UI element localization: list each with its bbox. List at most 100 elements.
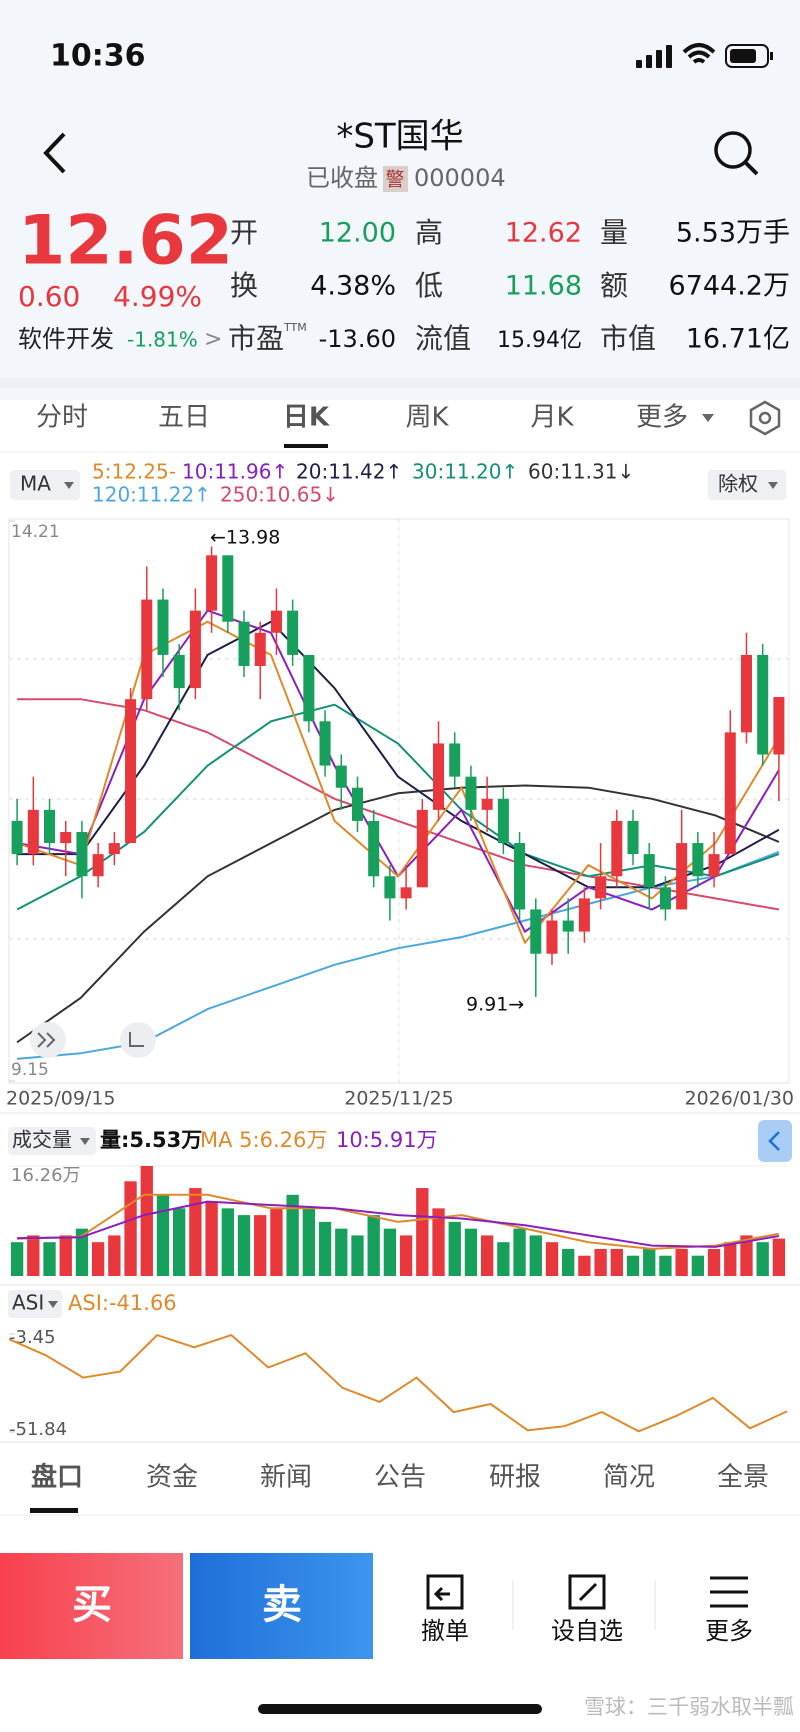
collapse-button[interactable] xyxy=(758,1120,792,1162)
volume-selector[interactable] xyxy=(8,1127,96,1155)
volume-bar xyxy=(237,1215,251,1276)
candle-body xyxy=(368,820,380,877)
watermark: 雪球：三千弱水取半瓢 xyxy=(584,1695,794,1719)
volume-bar xyxy=(351,1235,364,1276)
collapse-arrow xyxy=(768,1131,780,1151)
candle-body xyxy=(497,798,509,844)
candle-body xyxy=(351,787,363,821)
volume-bar xyxy=(43,1242,56,1276)
wifi-icon xyxy=(682,43,716,64)
candle-body xyxy=(740,654,752,733)
sector[interactable]: 软件开发 xyxy=(18,325,114,353)
volume-ma-line xyxy=(17,1200,780,1248)
field-label: 开 xyxy=(230,216,258,249)
period-tab[interactable]: 月K xyxy=(530,403,574,433)
field-value: 12.62 xyxy=(505,218,582,249)
nav-buttons[interactable] xyxy=(30,1022,156,1058)
volume-bar xyxy=(399,1235,413,1276)
candle-body xyxy=(659,887,671,910)
tool-label[interactable]: 撤单 xyxy=(421,1617,469,1645)
candle-body xyxy=(481,798,493,810)
volume-title[interactable]: 成交量 xyxy=(12,1128,72,1152)
ma-legend: 60:11.31↓ xyxy=(528,460,634,484)
volume-bar xyxy=(189,1188,202,1276)
info-tab[interactable]: 研报 xyxy=(489,1463,541,1493)
adjust-name[interactable]: 除权 xyxy=(718,472,758,496)
warning-badge: 警 xyxy=(385,169,404,191)
candle-body xyxy=(773,696,785,755)
volume-bar xyxy=(59,1235,72,1276)
tool-label[interactable]: 设自选 xyxy=(551,1617,623,1645)
volume-bar xyxy=(140,1166,153,1276)
candle-body xyxy=(627,820,639,855)
period-tab[interactable]: 五日 xyxy=(158,403,210,433)
volume-ma-line xyxy=(17,1193,780,1250)
field-value: 12.00 xyxy=(319,218,396,249)
volume-bar xyxy=(643,1248,656,1276)
indicator-name[interactable]: MA xyxy=(20,472,51,496)
dropdown-arrow xyxy=(48,1301,58,1308)
adjust-button[interactable] xyxy=(708,470,786,500)
info-tab[interactable]: 公告 xyxy=(374,1463,426,1493)
candle-body xyxy=(11,820,23,855)
volume-bar xyxy=(480,1235,494,1276)
buy-label[interactable]: 买 xyxy=(72,1582,112,1628)
info-tab[interactable]: 新闻 xyxy=(260,1463,312,1493)
home-indicator xyxy=(258,1704,542,1714)
indicator-button[interactable] xyxy=(10,470,80,500)
volume-bar xyxy=(335,1228,348,1276)
info-tab[interactable]: 简况 xyxy=(603,1463,655,1493)
ma-legend: 5:12.25- xyxy=(92,460,176,484)
period-tab[interactable]: 周K xyxy=(405,403,449,433)
search-button[interactable] xyxy=(714,131,759,176)
volume-legend: 量:5.53万 xyxy=(100,1128,202,1152)
candle-body xyxy=(157,599,169,655)
volume-bar xyxy=(302,1208,316,1276)
volume-bar xyxy=(513,1228,526,1276)
volume-bar xyxy=(75,1228,89,1276)
candle-body xyxy=(578,898,590,932)
tool-label[interactable]: 更多 xyxy=(705,1617,753,1645)
dropdown-arrow xyxy=(64,482,74,489)
signal-icon xyxy=(636,45,672,68)
sell-label[interactable]: 卖 xyxy=(262,1582,302,1628)
y-tick-label: -51.84 xyxy=(9,1419,67,1440)
dropdown-arrow xyxy=(80,1138,90,1145)
period-tab-active[interactable]: 日K xyxy=(283,403,330,433)
back-button[interactable] xyxy=(43,132,66,174)
volume-bar xyxy=(659,1255,672,1276)
asi-title[interactable]: ASI xyxy=(12,1291,44,1315)
float-label: 流值 xyxy=(415,322,471,355)
asi-selector[interactable] xyxy=(8,1290,62,1318)
ma-legend: 10:11.96↑ xyxy=(182,460,288,484)
period-tab[interactable]: 更多 xyxy=(636,403,688,433)
info-tab-active[interactable]: 盘口 xyxy=(31,1462,83,1493)
tool-icons[interactable] xyxy=(426,1574,748,1610)
buy-button[interactable] xyxy=(0,1553,183,1659)
settings-button[interactable] xyxy=(749,400,781,436)
candle-body xyxy=(173,654,185,689)
dropdown-arrow xyxy=(768,482,778,489)
info-tab[interactable]: 资金 xyxy=(146,1463,198,1493)
candle-body xyxy=(108,843,120,855)
ma-legend: 30:11.20↑ xyxy=(412,460,518,484)
volume-bar xyxy=(675,1248,688,1276)
volume-bar xyxy=(756,1242,769,1276)
period-tab[interactable]: 分时 xyxy=(36,403,88,433)
pe-sup: TTM xyxy=(283,321,307,334)
stock-title: *ST国华 xyxy=(336,117,463,157)
volume-bar xyxy=(464,1228,478,1276)
volume-bar xyxy=(156,1194,170,1276)
field-label: 换 xyxy=(230,269,258,302)
date-label: 2025/11/25 xyxy=(344,1088,454,1110)
candle-body xyxy=(530,909,542,954)
candle-body xyxy=(27,809,39,855)
volume-bar xyxy=(270,1208,283,1276)
info-tab[interactable]: 全景 xyxy=(717,1463,769,1493)
candle-body xyxy=(562,920,574,932)
sell-button[interactable] xyxy=(190,1553,373,1659)
ma-legend: 20:11.42↑ xyxy=(296,460,402,484)
volume-bar xyxy=(205,1201,218,1276)
change: 0.60 xyxy=(18,280,80,313)
